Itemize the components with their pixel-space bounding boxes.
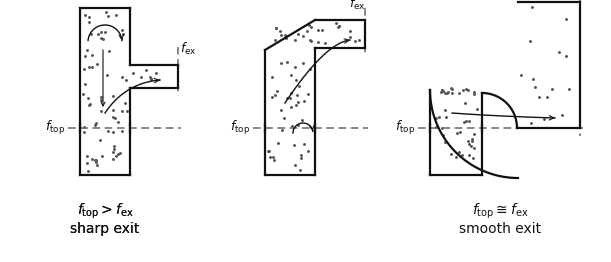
Text: $f_\mathrm{top}\cong f_\mathrm{ex}$: $f_\mathrm{top}\cong f_\mathrm{ex}$	[472, 202, 529, 221]
Text: $f_\mathrm{top}$: $f_\mathrm{top}$	[230, 119, 250, 137]
Text: $f_\mathrm{ex}$: $f_\mathrm{ex}$	[180, 41, 197, 57]
Text: $f_\mathrm{ex}$: $f_\mathrm{ex}$	[349, 0, 365, 12]
Text: sharp exit: sharp exit	[70, 222, 140, 236]
Text: $f_\mathrm{top}>f_\mathrm{ex}$: $f_\mathrm{top}>f_\mathrm{ex}$	[77, 202, 133, 221]
Text: smooth exit: smooth exit	[459, 222, 541, 236]
Text: $f_\mathrm{top}>f_\mathrm{ex}$: $f_\mathrm{top}>f_\mathrm{ex}$	[77, 202, 133, 221]
Text: $f_\mathrm{top}$: $f_\mathrm{top}$	[45, 119, 65, 137]
Text: sharp exit: sharp exit	[70, 222, 140, 236]
Text: $f_\mathrm{top}$: $f_\mathrm{top}$	[395, 119, 415, 137]
